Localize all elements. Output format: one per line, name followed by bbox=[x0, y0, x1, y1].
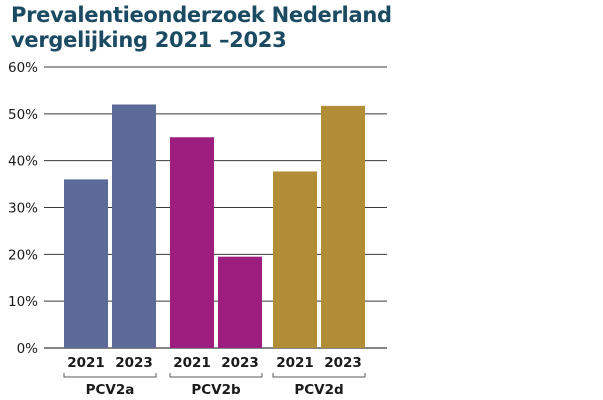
x-tick-label: 2023 bbox=[221, 355, 259, 371]
chart-title-line-2: vergelijking 2021 –2023 bbox=[11, 28, 287, 52]
chart-title-line-1: Prevalentieonderzoek Nederland bbox=[11, 3, 392, 27]
group-bracket bbox=[63, 373, 157, 378]
y-tick-label: 10% bbox=[8, 294, 38, 310]
y-tick-label: 60% bbox=[8, 60, 38, 76]
group-bracket bbox=[272, 373, 366, 378]
x-tick-label: 2021 bbox=[173, 355, 211, 371]
bar-pcv2d-2021 bbox=[273, 171, 317, 348]
y-tick-label: 30% bbox=[8, 201, 38, 217]
group-label-pcv2d: PCV2d bbox=[294, 382, 343, 398]
bar-pcv2b-2021 bbox=[170, 137, 214, 348]
x-tick-label: 2021 bbox=[67, 355, 105, 371]
chart-title: Prevalentieonderzoek Nederland vergelijk… bbox=[11, 3, 571, 53]
group-label-pcv2b: PCV2b bbox=[191, 382, 241, 398]
bar-pcv2b-2023 bbox=[218, 256, 262, 348]
y-tick-label: 20% bbox=[8, 247, 38, 263]
bar-pcv2a-2023 bbox=[112, 104, 156, 348]
x-tick-label: 2023 bbox=[115, 355, 153, 371]
x-tick-label: 2021 bbox=[276, 355, 314, 371]
group-label-pcv2a: PCV2a bbox=[86, 382, 135, 398]
y-tick-label: 50% bbox=[8, 107, 38, 123]
x-tick-label: 2023 bbox=[324, 355, 362, 371]
bar-pcv2a-2021 bbox=[64, 179, 108, 348]
y-tick-label: 40% bbox=[8, 154, 38, 170]
group-bracket bbox=[169, 373, 263, 378]
y-tick-label: 0% bbox=[17, 341, 39, 357]
bar-pcv2d-2023 bbox=[321, 105, 365, 348]
